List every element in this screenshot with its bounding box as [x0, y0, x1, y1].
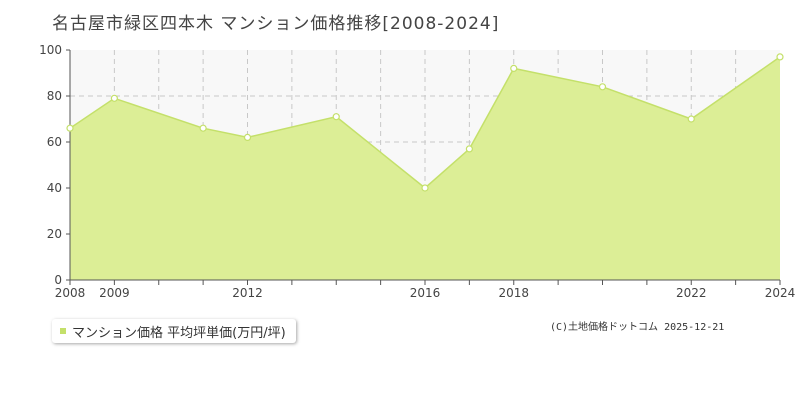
series-area — [70, 56, 780, 281]
data-point — [332, 113, 340, 121]
y-tick-label: 40 — [47, 181, 62, 195]
tick-labels: 0 20 40 60 80 100 2008 2009 2012 2016 2018 2022 2024 — [39, 43, 795, 300]
data-points — [66, 53, 784, 192]
y-tick-label: 100 — [39, 43, 62, 57]
data-point — [66, 124, 74, 132]
y-tick-label: 0 — [54, 273, 62, 287]
data-point — [421, 184, 429, 192]
legend-swatch — [60, 328, 66, 334]
y-tick-label: 60 — [47, 135, 62, 149]
data-point — [776, 53, 784, 61]
x-tick-label: 2018 — [498, 286, 529, 300]
chart-title: 名古屋市緑区四本木 マンション価格推移[2008-2024] — [52, 14, 500, 34]
data-point — [598, 83, 607, 91]
data-point — [110, 94, 118, 102]
data-point — [510, 64, 518, 73]
x-tick-label: 2024 — [765, 286, 796, 300]
legend-label: マンション価格 平均坪単価(万円/坪) — [72, 325, 286, 341]
x-tick-label: 2022 — [676, 286, 707, 300]
x-tick-label: 2009 — [99, 286, 130, 300]
credit-text: (C)土地価格ドットコム 2025-12-21 — [550, 322, 725, 333]
x-tick-label: 2008 — [55, 286, 86, 300]
data-point — [465, 145, 473, 153]
data-point — [199, 124, 207, 132]
x-tick-label: 2012 — [232, 286, 263, 300]
data-point — [687, 115, 695, 123]
chart-plot: 0 20 40 60 80 100 2008 2009 2012 2016 2018 2022 2024 — [39, 43, 795, 300]
x-tick-label: 2016 — [410, 286, 441, 300]
axes — [66, 49, 781, 285]
y-tick-label: 80 — [47, 89, 62, 103]
y-tick-label: 20 — [47, 227, 62, 241]
legend: マンション価格 平均坪単価(万円/坪) — [52, 319, 296, 343]
data-point — [243, 133, 252, 141]
